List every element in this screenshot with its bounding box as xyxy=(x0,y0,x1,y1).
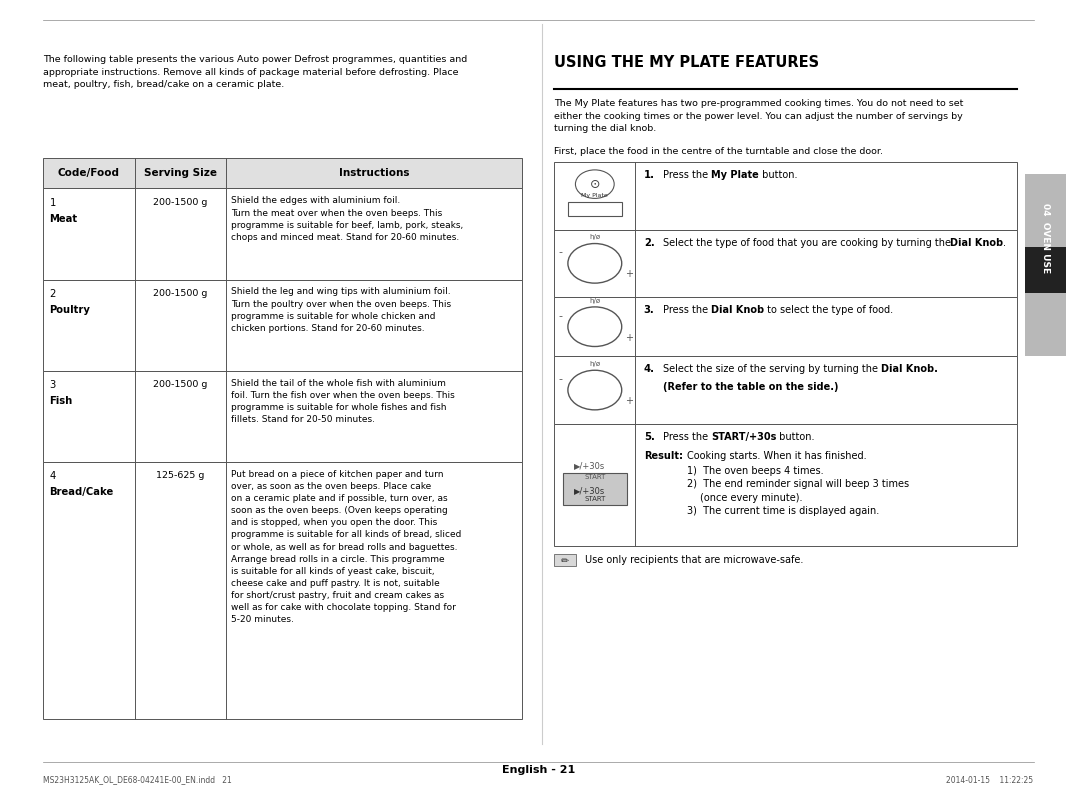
Text: 1: 1 xyxy=(50,198,56,208)
Text: 3)  The current time is displayed again.: 3) The current time is displayed again. xyxy=(687,506,879,516)
Text: 4: 4 xyxy=(50,471,56,482)
Text: START: START xyxy=(584,497,606,502)
Text: (Refer to the table on the side.): (Refer to the table on the side.) xyxy=(663,382,839,392)
Bar xyxy=(43,280,522,371)
Bar xyxy=(1025,174,1066,356)
Text: h/ø: h/ø xyxy=(590,298,600,303)
Text: button.: button. xyxy=(777,432,815,442)
Text: Press the: Press the xyxy=(663,432,712,442)
Text: .: . xyxy=(1003,238,1007,248)
Text: Press the: Press the xyxy=(663,170,712,181)
Text: Select the type of food that you are cooking by turning the: Select the type of food that you are coo… xyxy=(663,238,951,259)
Text: 4.: 4. xyxy=(644,364,654,375)
Text: My Plate: My Plate xyxy=(712,170,759,181)
Text: The My Plate features has two pre-programmed cooking times. You do not need to s: The My Plate features has two pre-progra… xyxy=(554,99,963,133)
Bar xyxy=(568,202,622,215)
Text: button.: button. xyxy=(759,170,797,181)
Text: -: - xyxy=(558,374,563,384)
Text: Shield the leg and wing tips with aluminium foil.
Turn the poultry over when the: Shield the leg and wing tips with alumin… xyxy=(231,287,451,333)
Bar xyxy=(43,462,522,719)
Bar xyxy=(563,473,627,505)
Text: Code/Food: Code/Food xyxy=(58,169,120,178)
Text: USING THE MY PLATE FEATURES: USING THE MY PLATE FEATURES xyxy=(554,55,820,70)
Text: 1)  The oven beeps 4 times.: 1) The oven beeps 4 times. xyxy=(687,466,823,476)
Text: Dial Knob: Dial Knob xyxy=(950,238,1003,248)
Text: 3: 3 xyxy=(50,380,56,390)
Text: Shield the edges with aluminium foil.
Turn the meat over when the oven beeps. Th: Shield the edges with aluminium foil. Tu… xyxy=(231,196,463,242)
Text: ⊙: ⊙ xyxy=(590,177,600,191)
Text: 1.: 1. xyxy=(644,170,654,181)
Text: Instructions: Instructions xyxy=(339,169,409,178)
Text: 2: 2 xyxy=(50,289,56,299)
Text: 200-1500 g: 200-1500 g xyxy=(153,380,207,389)
Text: 200-1500 g: 200-1500 g xyxy=(153,198,207,207)
Text: -: - xyxy=(558,247,563,257)
Bar xyxy=(554,356,1017,424)
Text: Dial Knob.: Dial Knob. xyxy=(880,364,937,375)
Text: 2)  The end reminder signal will beep 3 times: 2) The end reminder signal will beep 3 t… xyxy=(687,479,909,489)
Text: Serving Size: Serving Size xyxy=(144,169,217,178)
Text: h/ø: h/ø xyxy=(590,361,600,367)
Text: Meat: Meat xyxy=(50,214,78,224)
Bar xyxy=(1025,247,1066,292)
Text: Select the size of the serving by turning the: Select the size of the serving by turnin… xyxy=(663,364,881,375)
Text: Shield the tail of the whole fish with aluminium
foil. Turn the fish over when t: Shield the tail of the whole fish with a… xyxy=(231,379,455,424)
Text: My Plate: My Plate xyxy=(581,193,608,198)
Text: 5.: 5. xyxy=(644,432,654,442)
Text: ▶/+30s: ▶/+30s xyxy=(573,461,605,470)
Bar xyxy=(554,424,1017,546)
Bar xyxy=(43,188,522,280)
Bar xyxy=(43,371,522,462)
Text: +: + xyxy=(625,333,633,343)
Bar xyxy=(43,158,522,188)
Text: 2.: 2. xyxy=(644,238,654,248)
Text: 04  OVEN USE: 04 OVEN USE xyxy=(1041,203,1050,273)
Text: (once every minute).: (once every minute). xyxy=(700,493,802,503)
Text: English - 21: English - 21 xyxy=(501,765,575,775)
Text: to select the type of food.: to select the type of food. xyxy=(765,305,893,315)
Text: 3.: 3. xyxy=(644,305,654,315)
Text: Bread/Cake: Bread/Cake xyxy=(50,487,113,497)
Text: Use only recipients that are microwave-safe.: Use only recipients that are microwave-s… xyxy=(584,555,802,565)
Text: ▶/+30s: ▶/+30s xyxy=(573,486,605,495)
Text: Press the: Press the xyxy=(663,305,712,315)
Text: Dial Knob: Dial Knob xyxy=(712,305,765,315)
Text: First, place the food in the centre of the turntable and close the door.: First, place the food in the centre of t… xyxy=(554,147,883,155)
Bar xyxy=(554,297,1017,356)
Text: ✏: ✏ xyxy=(562,556,569,565)
Bar xyxy=(554,554,576,566)
Text: START: START xyxy=(584,474,606,480)
Text: Put bread on a piece of kitchen paper and turn
over, as soon as the oven beeps. : Put bread on a piece of kitchen paper an… xyxy=(231,470,462,624)
Text: The following table presents the various Auto power Defrost programmes, quantiti: The following table presents the various… xyxy=(43,55,468,89)
Text: START/+30s: START/+30s xyxy=(712,432,777,442)
Text: MS23H3125AK_OL_DE68-04241E-00_EN.indd   21: MS23H3125AK_OL_DE68-04241E-00_EN.indd 21 xyxy=(43,775,232,785)
Text: +: + xyxy=(625,396,633,406)
Text: 200-1500 g: 200-1500 g xyxy=(153,289,207,298)
Text: -: - xyxy=(558,310,563,321)
Text: Result:: Result: xyxy=(644,451,683,462)
Text: Cooking starts. When it has finished.: Cooking starts. When it has finished. xyxy=(687,451,866,462)
Text: Fish: Fish xyxy=(50,396,72,406)
Text: 2014-01-15   ⁯ 11:22:25: 2014-01-15 ⁯ 11:22:25 xyxy=(946,775,1034,785)
Text: 125-625 g: 125-625 g xyxy=(157,471,204,480)
Text: h/ø: h/ø xyxy=(590,234,600,240)
Bar xyxy=(554,230,1017,297)
Bar xyxy=(554,162,1017,230)
Text: +: + xyxy=(625,269,633,280)
Text: Poultry: Poultry xyxy=(50,305,91,315)
